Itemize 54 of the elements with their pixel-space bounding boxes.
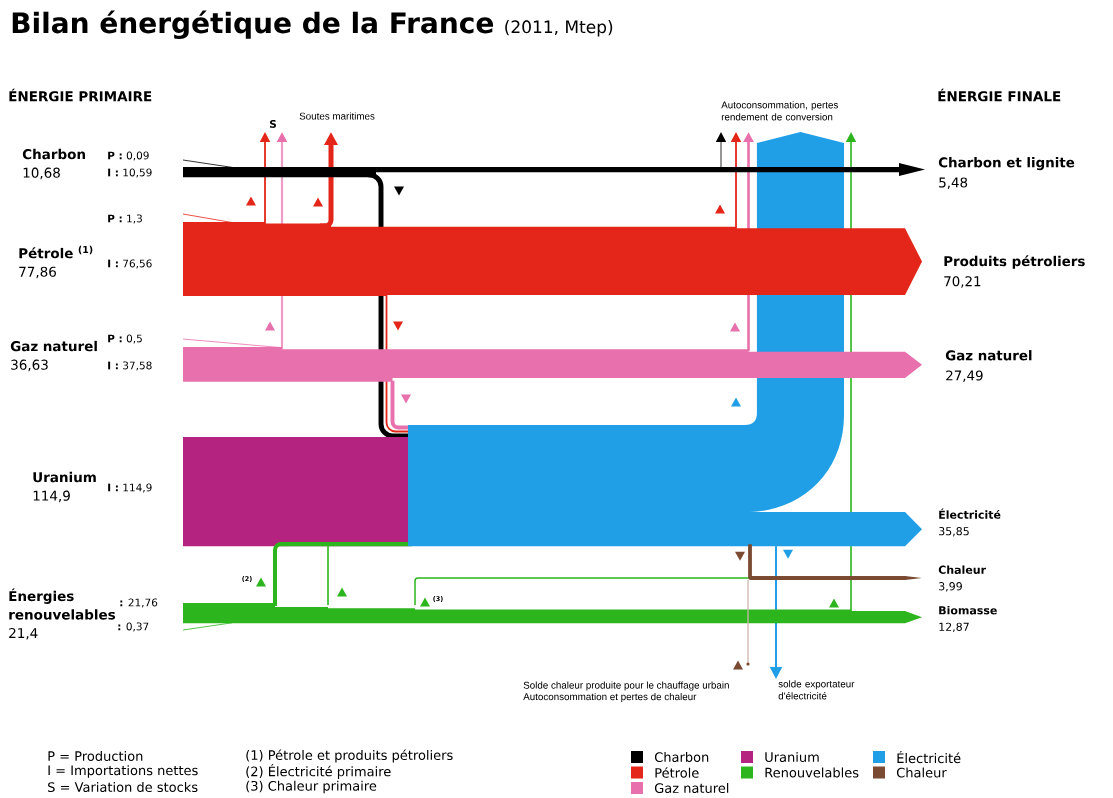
- text: Solde chaleur produite pour le chauffage urbain: [523, 681, 729, 691]
- text: Chaleur: [938, 565, 986, 574]
- data-label: 35,85: [939, 527, 969, 537]
- text: I : 10,59: [108, 168, 152, 178]
- legend-label: Charbon: [654, 751, 709, 763]
- text: P = Production: [48, 750, 143, 762]
- category-label: ÉNERGIE PRIMAIRE: [9, 88, 152, 102]
- text: Produits pétroliers: [944, 255, 1085, 269]
- legend-label: Renouvelables: [765, 767, 859, 778]
- data-label: 114,9: [33, 490, 70, 503]
- data-label: 5,48: [939, 177, 968, 189]
- data-label: 21,4: [9, 627, 38, 640]
- data-label: 36,63: [11, 359, 48, 372]
- text: Énergies renouvelables: [9, 588, 116, 620]
- text: P : 1,3: [108, 214, 142, 224]
- text: : 21,76: [120, 598, 158, 608]
- text: I : 114,9: [108, 483, 152, 493]
- text: S: [269, 120, 277, 128]
- legend-label: Chaleur: [896, 767, 947, 778]
- text: I = Importations nettes: [48, 765, 198, 778]
- text: (1) Pétrole et produits pétroliers: [246, 749, 453, 763]
- text: Autoconsommation et pertes de chaleur: [523, 692, 697, 703]
- text: Charbon: [22, 148, 85, 160]
- data-label: 77,86: [19, 266, 56, 279]
- text: Charbon et lignite: [938, 157, 1075, 171]
- text: Pétrole $^{(1)}$: [19, 245, 93, 259]
- data-label: 3,99: [939, 582, 962, 592]
- text: : 0,37: [118, 622, 149, 632]
- legend-label: Pétrole: [655, 767, 699, 778]
- category-label: ÉNERGIE FINALE: [938, 88, 1061, 102]
- text: (2011, Mtep): [505, 20, 613, 37]
- text: Électricité: [939, 508, 1001, 519]
- text: (2) Électricité primaire: [246, 764, 391, 779]
- text: S = Variation de stocks: [48, 781, 198, 793]
- text: P : 0,5: [108, 334, 142, 344]
- data-label: 70,21: [944, 276, 981, 288]
- data-label: 12,87: [939, 622, 969, 633]
- data-label: 10,68: [23, 167, 60, 180]
- text: Uranium: [33, 471, 96, 483]
- text: I : 76,56: [108, 259, 152, 269]
- text: P : 0,09: [108, 151, 149, 161]
- text: Biomasse: [939, 605, 997, 615]
- text: Gaz naturel: [945, 350, 1032, 361]
- text: Soutes maritimes: [299, 112, 375, 120]
- legend-label: Gaz naturel: [654, 782, 729, 794]
- text: (3) Chaleur primaire: [246, 780, 377, 794]
- text: solde exportateur d'électricité: [778, 680, 855, 700]
- data-label: 27,49: [946, 370, 983, 382]
- legend-label: Électricité: [897, 750, 961, 764]
- text: Gaz naturel: [10, 340, 97, 352]
- text: Bilan énergétique de la France: [12, 10, 494, 40]
- legend-label: Uranium: [765, 751, 819, 763]
- text: I : 37,58: [108, 361, 152, 371]
- text: Autoconsommation, pertes rendement de conversion: [721, 101, 838, 121]
